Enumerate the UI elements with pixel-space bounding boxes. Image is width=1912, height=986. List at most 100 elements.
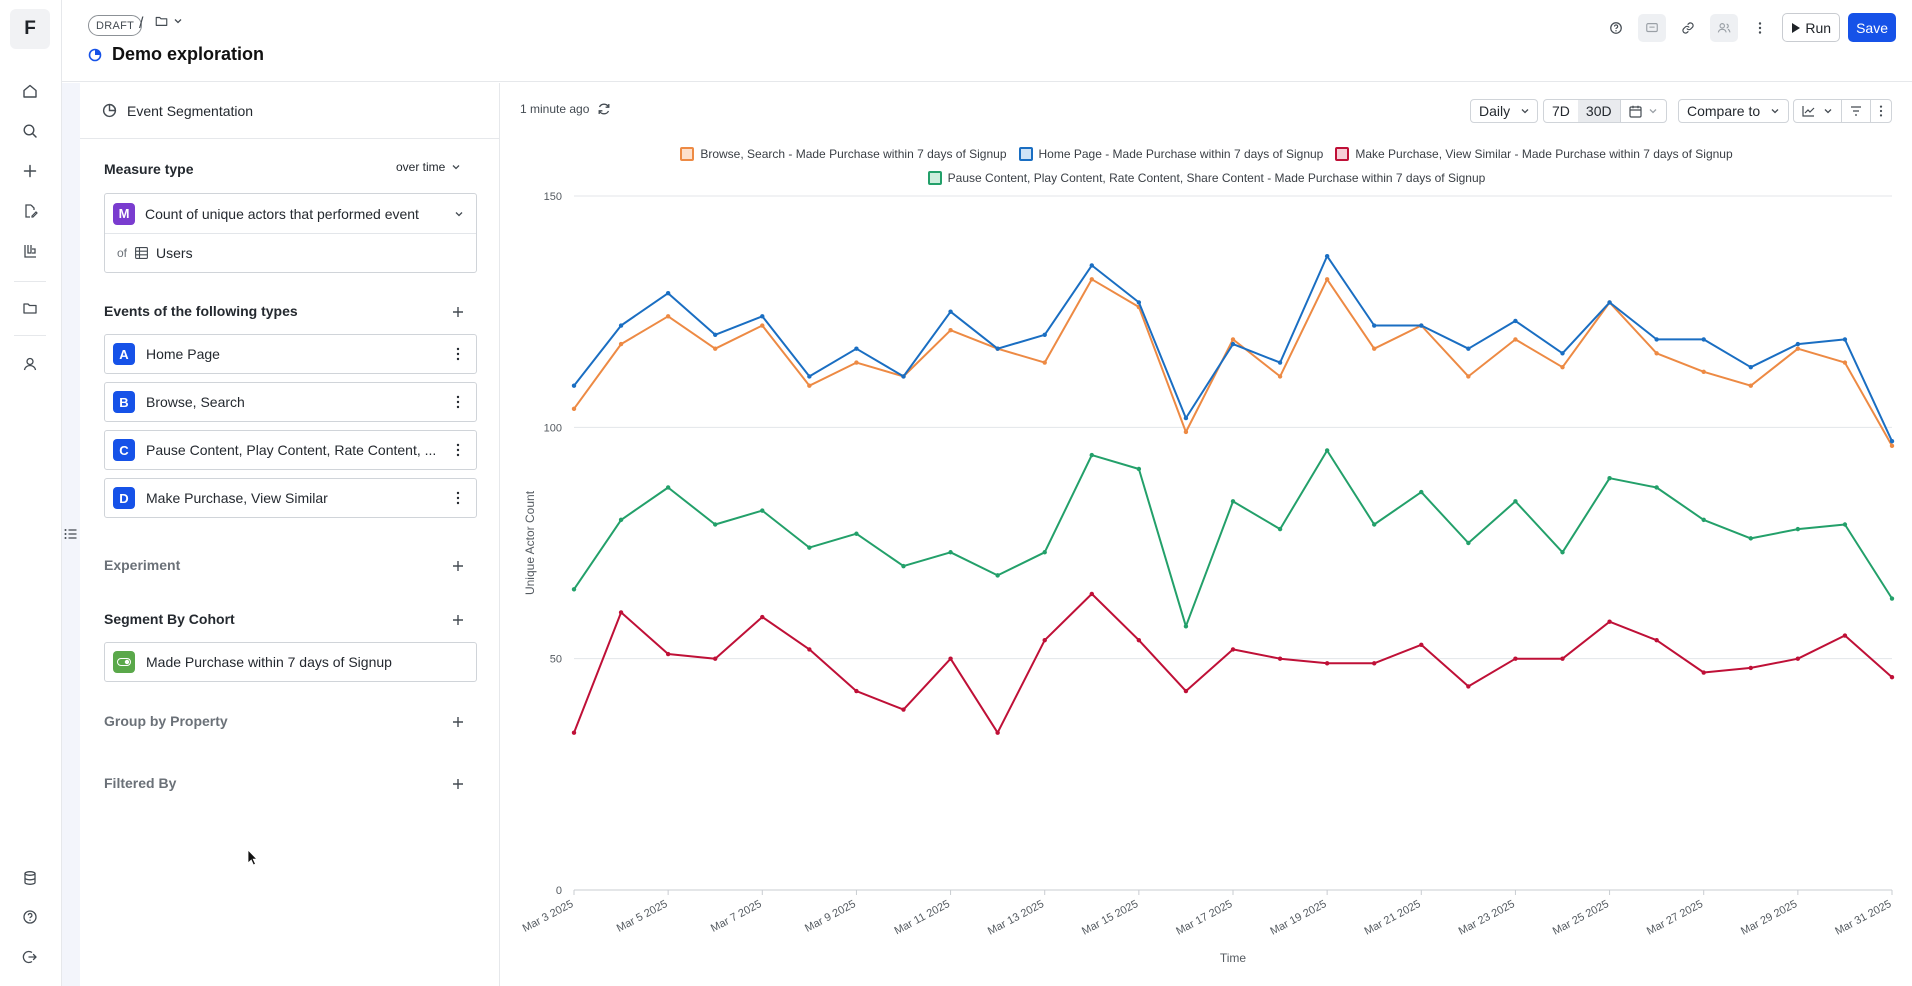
add-experiment-button[interactable] bbox=[450, 558, 466, 574]
y-tick-label: 0 bbox=[556, 885, 562, 897]
data-point bbox=[760, 314, 765, 319]
refresh-icon[interactable] bbox=[597, 102, 611, 116]
date-range-group: 7D 30D bbox=[1543, 99, 1667, 123]
help-icon[interactable] bbox=[16, 903, 44, 931]
data-point bbox=[995, 573, 1000, 578]
share-users-icon[interactable] bbox=[1710, 13, 1739, 42]
app-logo[interactable]: F bbox=[10, 9, 50, 49]
data-point bbox=[1466, 346, 1471, 351]
legend-label: Home Page - Made Purchase within 7 days … bbox=[1038, 147, 1324, 161]
data-point bbox=[1042, 637, 1047, 643]
data-point bbox=[948, 327, 953, 333]
event-menu-icon[interactable] bbox=[446, 486, 470, 510]
data-point bbox=[713, 656, 718, 661]
event-menu-icon[interactable] bbox=[446, 390, 470, 414]
data-point bbox=[1560, 550, 1565, 555]
event-menu-icon[interactable] bbox=[446, 342, 470, 366]
entity-select[interactable]: of Users bbox=[105, 234, 476, 272]
legend-item[interactable]: Pause Content, Play Content, Rate Conten… bbox=[927, 171, 1485, 185]
save-button[interactable]: Save bbox=[1848, 13, 1896, 42]
legend-item[interactable]: Browse, Search - Made Purchase within 7 … bbox=[680, 147, 1007, 161]
edit-file-icon[interactable] bbox=[16, 197, 44, 225]
add-group-by-button[interactable] bbox=[450, 714, 466, 730]
database-icon[interactable] bbox=[16, 864, 44, 892]
data-point bbox=[1136, 300, 1142, 305]
legend-item[interactable]: Make Purchase, View Similar - Made Purch… bbox=[1335, 147, 1733, 161]
cohort-item[interactable]: Made Purchase within 7 days of Signup bbox=[104, 642, 477, 682]
breadcrumb-folder[interactable] bbox=[154, 14, 183, 28]
data-point bbox=[1089, 452, 1094, 458]
data-point bbox=[901, 707, 906, 712]
chart-more-button[interactable] bbox=[1870, 100, 1891, 122]
logout-icon[interactable] bbox=[16, 943, 44, 971]
run-button[interactable]: Run bbox=[1782, 13, 1841, 42]
data-point bbox=[1277, 526, 1283, 532]
data-point bbox=[713, 522, 718, 527]
legend-swatch bbox=[680, 147, 695, 161]
data-point bbox=[1089, 591, 1094, 597]
compare-to-dropdown[interactable]: Compare to bbox=[1678, 99, 1790, 123]
legend-item[interactable]: Home Page - Made Purchase within 7 days … bbox=[1018, 147, 1324, 161]
link-icon[interactable] bbox=[1674, 14, 1702, 42]
event-item[interactable]: A Home Page bbox=[104, 334, 477, 374]
search-icon[interactable] bbox=[16, 117, 44, 145]
comment-icon[interactable] bbox=[1638, 13, 1667, 42]
legend-swatch bbox=[1335, 147, 1350, 161]
plus-icon[interactable] bbox=[16, 157, 44, 185]
measure-mode-dropdown[interactable]: over time bbox=[396, 160, 461, 174]
play-icon bbox=[1792, 22, 1801, 33]
lab-icon[interactable] bbox=[16, 237, 44, 265]
more-options-icon[interactable] bbox=[1746, 14, 1774, 42]
data-point bbox=[1324, 661, 1330, 666]
data-point bbox=[1654, 637, 1659, 643]
chevron-down-icon bbox=[1771, 109, 1779, 114]
events-title: Events of the following types bbox=[104, 303, 298, 319]
add-filter-button[interactable] bbox=[450, 776, 466, 792]
event-menu-icon[interactable] bbox=[446, 438, 470, 462]
data-point bbox=[854, 360, 859, 365]
add-event-button[interactable] bbox=[450, 304, 466, 320]
calendar-icon bbox=[1628, 105, 1642, 118]
user-icon[interactable] bbox=[16, 350, 44, 378]
range-30d-button[interactable]: 30D bbox=[1577, 100, 1620, 122]
group-by-title: Group by Property bbox=[104, 713, 228, 729]
event-item[interactable]: D Make Purchase, View Similar bbox=[104, 478, 477, 518]
data-point bbox=[1230, 499, 1236, 504]
data-point bbox=[948, 550, 953, 555]
x-axis-title: Time bbox=[1220, 951, 1247, 965]
data-point bbox=[854, 688, 859, 694]
event-item[interactable]: B Browse, Search bbox=[104, 382, 477, 422]
custom-date-button[interactable] bbox=[1619, 100, 1666, 122]
legend-swatch bbox=[927, 171, 942, 185]
data-point bbox=[1701, 337, 1706, 342]
chart-area: 1 minute ago Daily 7D 30D Compare to bbox=[501, 83, 1912, 986]
outline-toggle-icon[interactable] bbox=[64, 528, 78, 540]
data-point bbox=[948, 656, 953, 661]
data-point bbox=[1560, 351, 1565, 356]
event-item[interactable]: C Pause Content, Play Content, Rate Cont… bbox=[104, 430, 477, 470]
panel-header: Event Segmentation bbox=[80, 83, 500, 139]
range-7d-button[interactable]: 7D bbox=[1552, 103, 1570, 119]
granularity-dropdown[interactable]: Daily bbox=[1470, 99, 1538, 123]
chart-type-button[interactable] bbox=[1794, 100, 1841, 122]
event-label: Home Page bbox=[146, 346, 220, 362]
data-point bbox=[1277, 656, 1283, 661]
top-bar: DRAFT / Demo exploration Run Save bbox=[62, 0, 1912, 82]
filter-lines-button[interactable] bbox=[1841, 100, 1870, 122]
data-point bbox=[1513, 656, 1518, 661]
folder-icon[interactable] bbox=[16, 294, 44, 322]
data-point bbox=[1842, 360, 1848, 365]
data-point bbox=[1230, 341, 1236, 347]
help-icon[interactable] bbox=[1602, 14, 1630, 42]
data-point bbox=[1042, 360, 1047, 365]
data-point bbox=[1513, 318, 1518, 324]
event-tag: B bbox=[113, 391, 135, 413]
data-point bbox=[807, 545, 812, 550]
y-tick-label: 100 bbox=[544, 422, 562, 434]
data-point bbox=[1842, 337, 1848, 342]
data-point bbox=[1183, 429, 1189, 435]
measure-select[interactable]: M Count of unique actors that performed … bbox=[105, 194, 476, 234]
home-icon[interactable] bbox=[16, 77, 44, 105]
add-cohort-button[interactable] bbox=[450, 612, 466, 628]
data-point bbox=[665, 314, 671, 319]
